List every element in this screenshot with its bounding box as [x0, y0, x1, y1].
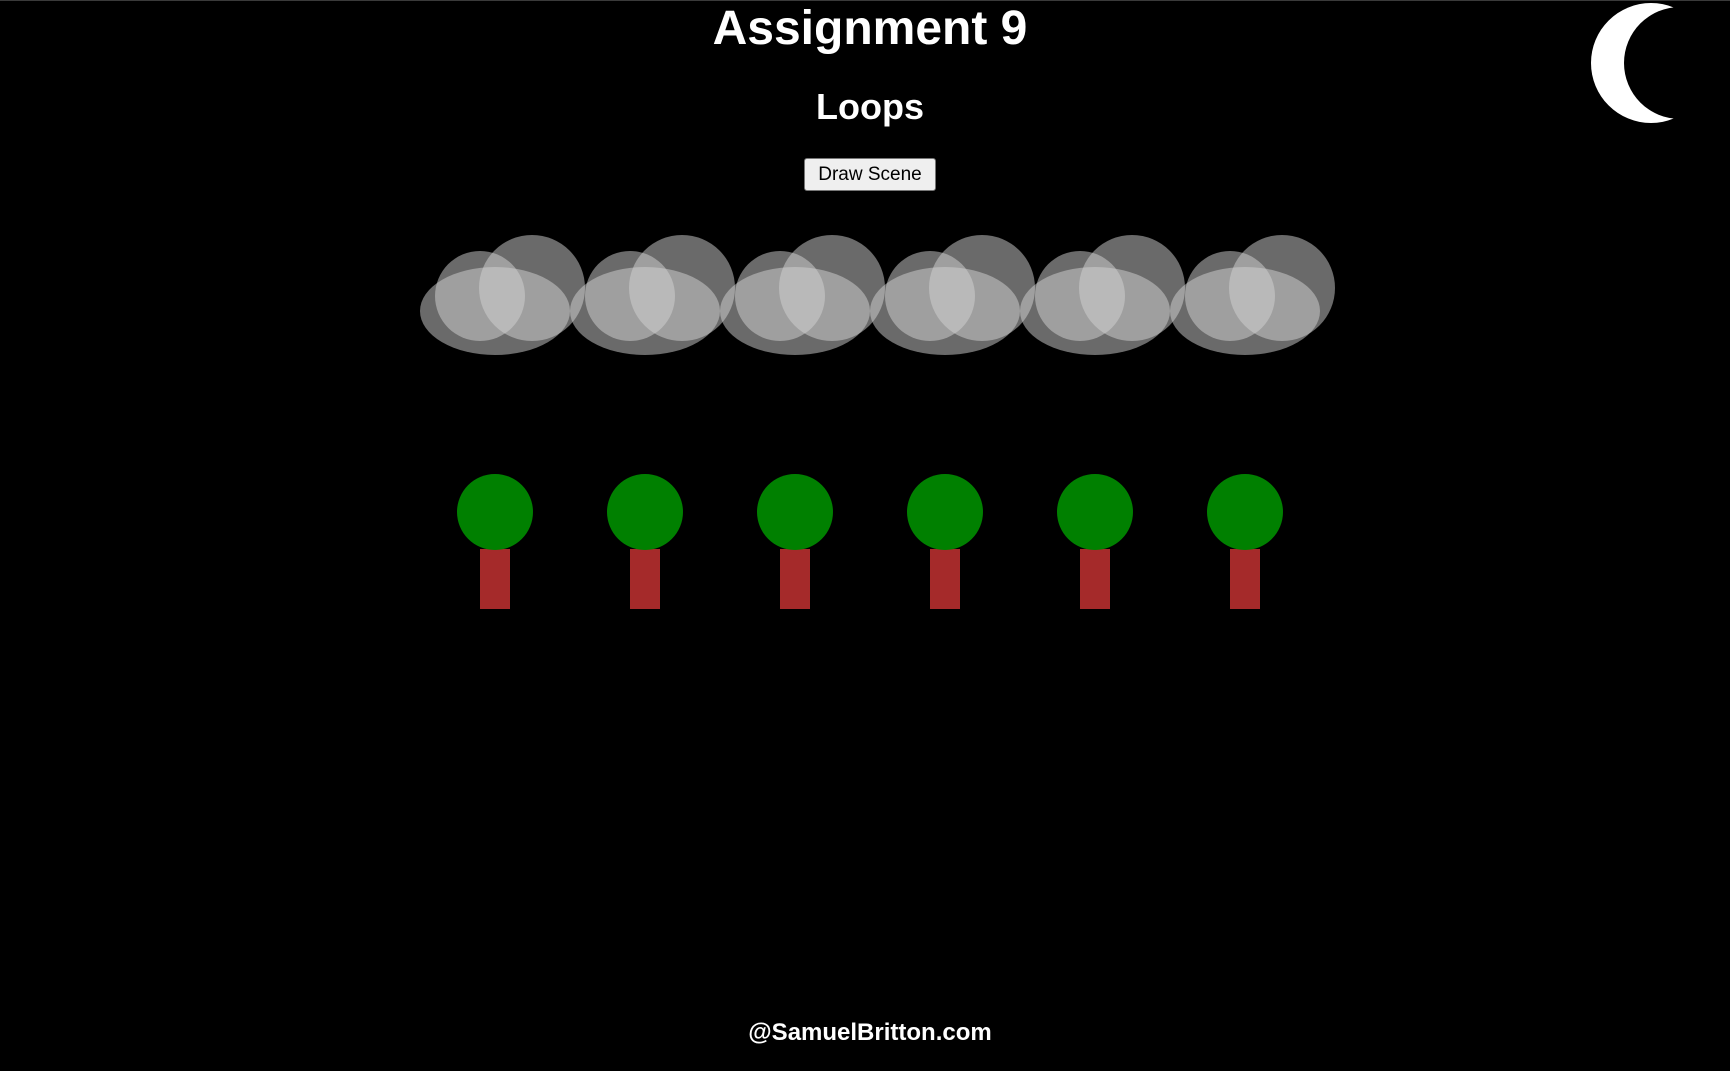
tree: [1057, 474, 1133, 609]
tree-trunk: [1230, 549, 1260, 609]
tree-canopy: [1207, 474, 1283, 550]
tree-canopy: [457, 474, 533, 550]
tree-canopy: [757, 474, 833, 550]
tree: [757, 474, 833, 609]
tree-trunk: [1080, 549, 1110, 609]
cloud: [1170, 235, 1335, 355]
cloud-puff: [479, 235, 585, 341]
moon-icon: [1591, 3, 1711, 123]
tree: [907, 474, 983, 609]
tree-canopy: [907, 474, 983, 550]
tree: [607, 474, 683, 609]
tree-trunk: [780, 549, 810, 609]
cloud-puff: [629, 235, 735, 341]
cloud-puff: [1229, 235, 1335, 341]
tree: [1207, 474, 1283, 609]
tree-canopy: [607, 474, 683, 550]
draw-scene-button[interactable]: Draw Scene: [804, 158, 936, 191]
cloud: [570, 235, 735, 355]
tree: [457, 474, 533, 609]
tree-canopy: [1057, 474, 1133, 550]
trees-group: [457, 474, 1283, 609]
cloud-puff: [1079, 235, 1185, 341]
cloud: [870, 235, 1035, 355]
page-subtitle: Loops: [816, 86, 924, 127]
tree-trunk: [930, 549, 960, 609]
cloud: [720, 235, 885, 355]
clouds-group: [420, 235, 1335, 355]
cloud-puff: [779, 235, 885, 341]
tree-trunk: [480, 549, 510, 609]
footer-credit: @SamuelBritton.com: [748, 1019, 992, 1046]
cloud: [420, 235, 585, 355]
page-title: Assignment 9: [712, 2, 1028, 55]
tree-trunk: [630, 549, 660, 609]
cloud-puff: [929, 235, 1035, 341]
scene-canvas: [420, 235, 1335, 609]
cloud: [1020, 235, 1185, 355]
